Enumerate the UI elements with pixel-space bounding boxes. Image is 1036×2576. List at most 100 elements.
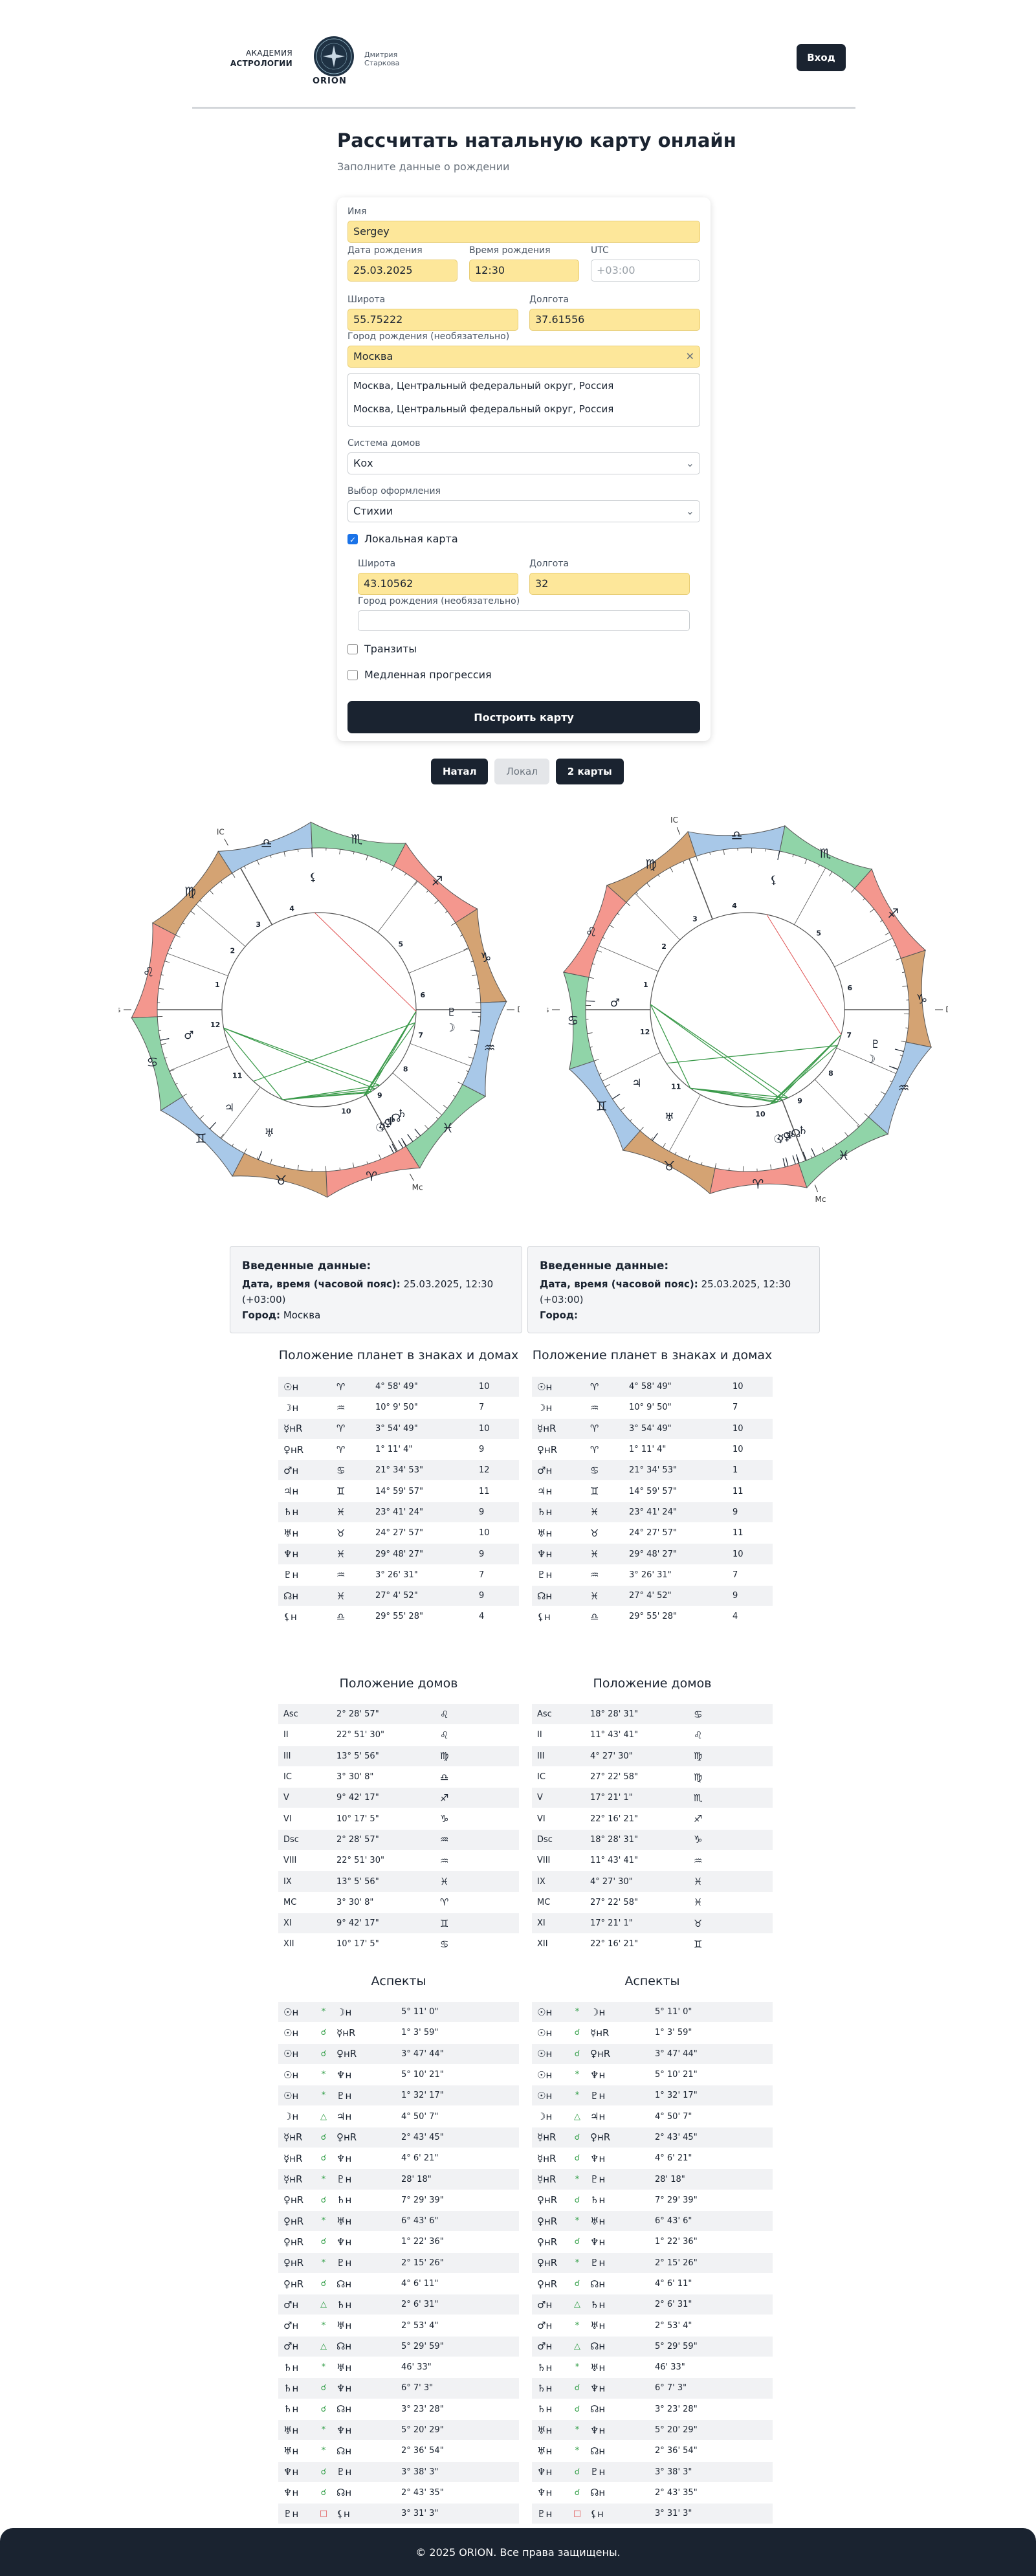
aspect-row-cell: ☌ <box>574 2153 580 2164</box>
aspect-row: ♀нR ☌ ☊н 4° 6' 11" <box>278 2274 519 2295</box>
lat-input[interactable]: 55.75222 <box>347 309 518 331</box>
aspect-row-cell: ♂н <box>283 2340 299 2353</box>
aspect-row-cell: * <box>575 2425 580 2436</box>
local-lat-label: Широта <box>358 559 396 569</box>
utc-input[interactable]: +03:00 <box>591 260 700 282</box>
aspect-row-cell: ♇н <box>336 2173 352 2186</box>
house-row-cell: XII <box>537 1939 548 1949</box>
aspect-row-cell: 2° 43' 45" <box>655 2132 698 2142</box>
house-row-cell: 22° 16' 21" <box>590 1814 638 1824</box>
house-cusp-line <box>410 1043 471 1067</box>
house-row-cell: ♋ <box>694 1708 703 1720</box>
build-chart-button[interactable]: Построить карту <box>347 701 700 733</box>
planet-tick <box>894 1049 904 1052</box>
house-system-select[interactable]: Кох ⌄ <box>347 452 700 474</box>
tab-local[interactable]: Локал <box>494 759 549 784</box>
degree-tick <box>379 1154 381 1160</box>
house-row: IC 27° 22' 58" ♍ <box>532 1767 773 1788</box>
house-row: Dsc 18° 28' 31" ♑ <box>532 1829 773 1851</box>
house-row-cell: IX <box>537 1876 546 1887</box>
local-city-input[interactable] <box>358 610 690 631</box>
planet-glyph: ♇ <box>446 1006 456 1019</box>
planet-row-cell: ☿нR <box>283 1423 303 1435</box>
degree-tick <box>434 900 439 904</box>
house-number: 8 <box>828 1069 833 1078</box>
aspect-row-cell: ☌ <box>320 2467 327 2477</box>
planet-row: ⚸н ♎ 29° 55' 28" 4 <box>278 1606 519 1628</box>
degree-tick <box>879 920 883 922</box>
aspect-row-cell: ♄н <box>537 2361 553 2373</box>
planet-row-cell: ♋ <box>590 1464 599 1476</box>
tab-two-charts[interactable]: 2 карты <box>555 759 624 784</box>
house-row-cell: 3° 30' 8" <box>336 1897 374 1907</box>
date-input[interactable]: 25.03.2025 <box>347 260 457 282</box>
planet-row-cell: ♓ <box>590 1506 599 1518</box>
local-lat-input[interactable]: 43.10562 <box>358 573 518 595</box>
house-row-cell: 27° 22' 58" <box>590 1772 638 1782</box>
zodiac-sign-glyph: ♎ <box>731 827 743 843</box>
house-row-cell: ♓ <box>440 1876 449 1888</box>
style-select[interactable]: Стихии ⌄ <box>347 500 700 522</box>
aspect-row-cell: 5° 20' 29" <box>655 2425 698 2436</box>
aspect-row-cell: △ <box>574 2300 580 2310</box>
degree-tick <box>892 1067 898 1070</box>
house-cusp-line <box>602 1052 661 1082</box>
aspect-row-cell: * <box>575 2174 580 2184</box>
local-chart-checkbox[interactable]: ✓ Локальная карта <box>347 533 458 545</box>
degree-tick <box>605 1084 610 1087</box>
house-row: XI 9° 42' 17" ♊ <box>278 1913 519 1935</box>
aspect-row-cell: ♂н <box>537 2298 553 2311</box>
planet-row-cell: ♈ <box>590 1423 599 1435</box>
aspect-row-cell: * <box>575 2007 580 2017</box>
aspect-row-cell: ♆н <box>590 2236 606 2248</box>
logo[interactable]: АКАДЕМИЯ АСТРОЛОГИИ ORION Дмитрия Старков… <box>218 31 399 86</box>
planet-row: ♅н ♉ 24° 27' 57" 10 <box>278 1523 519 1544</box>
local-lon-input[interactable]: 32 <box>529 573 690 595</box>
aspect-row-cell: △ <box>320 2341 327 2351</box>
suggestion-item[interactable]: Москва, Центральный федеральный округ, Р… <box>353 380 614 392</box>
name-input[interactable]: Sergey <box>347 221 700 243</box>
aspect-row-cell: ☿нR <box>283 2131 303 2144</box>
login-button[interactable]: Вход <box>797 44 846 71</box>
house-row-cell: ♑ <box>694 1834 703 1846</box>
planet-row-cell: ♎ <box>590 1610 599 1623</box>
clear-icon[interactable]: ✕ <box>685 350 694 362</box>
aspect-row: ☉н ☌ ☿нR 1° 3' 59" <box>532 2023 773 2044</box>
planet-row-cell: 3° 26' 31" <box>375 1570 418 1580</box>
planet-row: ♄н ♓ 23° 41' 24" 9 <box>278 1502 519 1524</box>
planet-row-cell: ♄н <box>283 1506 299 1518</box>
aspect-row: ☉н * ♇н 1° 32' 17" <box>278 2085 519 2107</box>
time-input[interactable]: 12:30 <box>469 260 579 282</box>
planet-row-cell: ♈ <box>336 1443 346 1456</box>
logo-author-text: Дмитрия Старкова <box>364 50 400 67</box>
progression-checkbox[interactable]: Медленная прогрессия <box>347 669 492 681</box>
aspect-row-cell: ☉н <box>537 2026 553 2039</box>
degree-tick <box>810 1155 812 1159</box>
axis-marker <box>676 827 681 835</box>
aspect-row: ♄н ☌ ☊н 3° 23' 28" <box>532 2399 773 2420</box>
planet-row-cell: 11 <box>733 1486 744 1496</box>
aspect-row: ☿нR ☌ ♀нR 2° 43' 45" <box>278 2127 519 2149</box>
aspect-row-cell: △ <box>320 2300 327 2310</box>
house-cusp-line <box>240 867 273 926</box>
transits-checkbox[interactable]: Транзиты <box>347 643 417 655</box>
chart-tabs: Натал Локал 2 карты <box>431 759 624 784</box>
house-cusp-line <box>635 893 681 940</box>
aspect-row-cell: ♀нR <box>537 2215 558 2227</box>
aspect-row-cell: 5° 11' 0" <box>401 2007 439 2017</box>
aspect-row-cell: ☿нR <box>537 2131 557 2144</box>
aspect-row-cell: 7° 29' 39" <box>655 2195 698 2205</box>
aspect-line <box>650 1004 784 1101</box>
aspect-row-cell: ♆н <box>537 2487 553 2499</box>
tab-natal[interactable]: Натал <box>431 759 489 784</box>
city-input[interactable]: Москва ✕ <box>347 346 700 368</box>
house-row-cell: ♌ <box>440 1729 449 1741</box>
planet-tick <box>407 1134 413 1142</box>
house-row-cell: ♉ <box>694 1917 703 1929</box>
lon-input[interactable]: 37.61556 <box>529 309 700 331</box>
aspects-table-left: ☉н * ☽н 5° 11' 0" ☉н ☌ ☿нR 1° 3' 59" ☉н ☌ ♀нR 3° 47… <box>278 2002 519 2525</box>
logo-emblem-icon <box>314 36 354 76</box>
suggestion-item[interactable]: Москва, Центральный федеральный округ, Р… <box>353 403 614 415</box>
house-number: 4 <box>289 905 294 913</box>
aspect-row-cell: 1° 32' 17" <box>401 2091 444 2101</box>
